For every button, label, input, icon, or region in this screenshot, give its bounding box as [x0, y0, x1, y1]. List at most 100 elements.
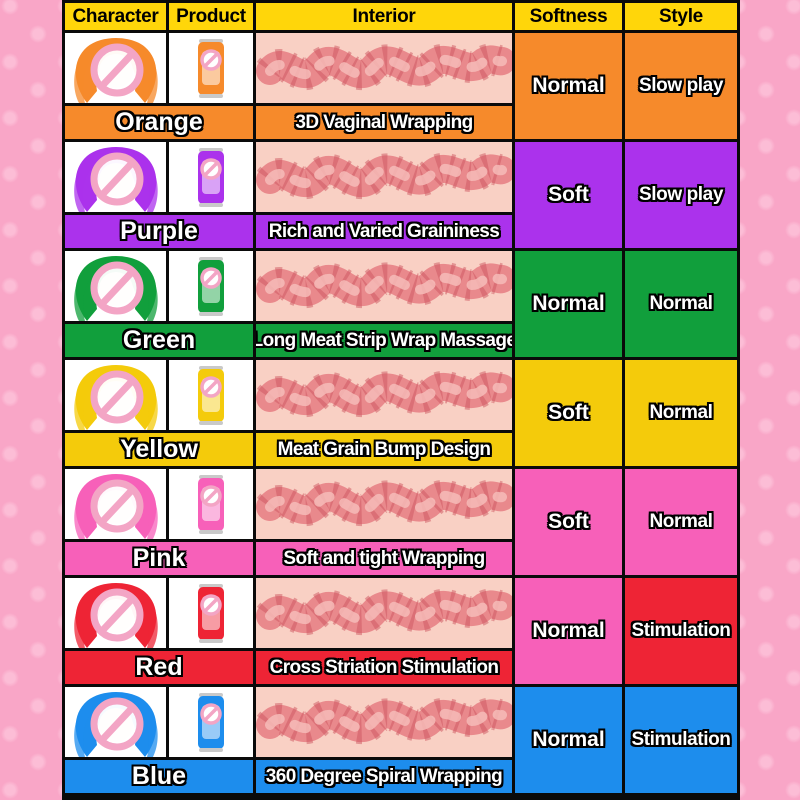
no-symbol-icon	[200, 703, 222, 725]
beverage-can-illustration	[198, 584, 224, 643]
row-name-label: Orange	[115, 108, 203, 136]
softness-value: Soft	[548, 183, 589, 206]
softness-value: Soft	[548, 401, 589, 424]
row-name-label: Green	[122, 326, 196, 354]
softness-value: Normal	[532, 74, 605, 97]
interior-description-cell: Cross Striation Stimulation	[256, 651, 512, 684]
style-cell: Stimulation	[625, 687, 737, 793]
interior-image-cell	[256, 578, 512, 648]
style-cell: Normal	[625, 251, 737, 357]
anime-character-illustration	[74, 692, 158, 757]
interior-description-label: 3D Vaginal Wrapping	[295, 111, 473, 133]
beverage-can-illustration	[198, 475, 224, 534]
interior-description-cell: Meat Grain Bump Design	[256, 433, 512, 466]
no-symbol-icon	[90, 697, 144, 751]
style-value: Slow play	[638, 75, 724, 96]
row-name-label: Pink	[132, 544, 186, 572]
row-name-label: Blue	[131, 762, 187, 790]
interior-image-cell	[256, 360, 512, 430]
no-symbol-icon	[90, 152, 144, 206]
row-name-label: Purple	[120, 217, 198, 245]
row-name-cell: Yellow	[65, 433, 253, 466]
comparison-table: Character Product Interior Softness Styl…	[62, 0, 740, 800]
softness-value: Soft	[548, 510, 589, 533]
row-name-cell: Red	[65, 651, 253, 684]
no-symbol-icon	[200, 594, 222, 616]
row-name-label: Red	[135, 653, 183, 681]
no-symbol-icon	[90, 43, 144, 97]
softness-cell: Soft	[515, 360, 622, 466]
beverage-can-illustration	[198, 257, 224, 316]
row-name-cell: Pink	[65, 542, 253, 575]
header-cell-character: Character	[65, 3, 166, 30]
beverage-can-illustration	[198, 693, 224, 752]
interior-description-cell: Rich and Varied Graininess	[256, 215, 512, 248]
character-image-cell	[65, 251, 166, 321]
interior-image-cell	[256, 33, 512, 103]
interior-description-label: Rich and Varied Graininess	[268, 220, 500, 242]
no-symbol-icon	[90, 479, 144, 533]
product-image-cell	[169, 33, 253, 103]
anime-character-illustration	[74, 365, 158, 430]
anime-character-illustration	[74, 147, 158, 212]
anime-character-illustration	[74, 256, 158, 321]
character-image-cell	[65, 33, 166, 103]
character-image-cell	[65, 142, 166, 212]
flesh-texture-illustration	[256, 142, 512, 212]
character-image-cell	[65, 360, 166, 430]
header-cell-product: Product	[169, 3, 253, 30]
no-symbol-icon	[90, 261, 144, 315]
anime-character-illustration	[74, 474, 158, 539]
flesh-texture-illustration	[256, 33, 512, 103]
style-value: Slow play	[638, 184, 724, 205]
no-symbol-icon	[90, 370, 144, 424]
header-cell-style: Style	[625, 3, 737, 30]
character-image-cell	[65, 578, 166, 648]
anime-character-illustration	[74, 38, 158, 103]
style-value: Normal	[649, 511, 713, 532]
flesh-texture-illustration	[256, 251, 512, 321]
anime-character-illustration	[74, 583, 158, 648]
style-cell: Stimulation	[625, 578, 737, 684]
softness-cell: Normal	[515, 251, 622, 357]
style-value: Stimulation	[631, 729, 731, 750]
softness-cell: Soft	[515, 142, 622, 248]
softness-cell: Normal	[515, 33, 622, 139]
row-name-cell: Green	[65, 324, 253, 357]
interior-description-label: Meat Grain Bump Design	[277, 438, 491, 460]
flesh-texture-illustration	[256, 360, 512, 430]
flesh-texture-illustration	[256, 469, 512, 539]
row-name-cell: Purple	[65, 215, 253, 248]
no-symbol-icon	[200, 485, 222, 507]
product-image-cell	[169, 469, 253, 539]
interior-description-cell: 3D Vaginal Wrapping	[256, 106, 512, 139]
beverage-can-illustration	[198, 148, 224, 207]
interior-description-label: Cross Striation Stimulation	[269, 656, 499, 678]
interior-description-label: 360 Degree Spiral Wrapping	[265, 765, 503, 787]
beverage-can-illustration	[198, 39, 224, 98]
softness-value: Normal	[532, 728, 605, 751]
softness-value: Normal	[532, 292, 605, 315]
no-symbol-icon	[200, 267, 222, 289]
product-image-cell	[169, 687, 253, 757]
interior-image-cell	[256, 251, 512, 321]
interior-description-cell: Long Meat Strip Wrap Massage	[256, 324, 512, 357]
no-symbol-icon	[200, 158, 222, 180]
interior-image-cell	[256, 687, 512, 757]
style-value: Stimulation	[631, 620, 731, 641]
character-image-cell	[65, 687, 166, 757]
header-cell-softness: Softness	[515, 3, 622, 30]
header-cell-interior: Interior	[256, 3, 512, 30]
character-image-cell	[65, 469, 166, 539]
interior-image-cell	[256, 142, 512, 212]
interior-description-cell: Soft and tight Wrapping	[256, 542, 512, 575]
beverage-can-illustration	[198, 366, 224, 425]
style-cell: Slow play	[625, 142, 737, 248]
product-image-cell	[169, 142, 253, 212]
no-symbol-icon	[90, 588, 144, 642]
interior-description-label: Long Meat Strip Wrap Massage	[256, 329, 512, 351]
softness-cell: Normal	[515, 687, 622, 793]
softness-value: Normal	[532, 619, 605, 642]
product-image-cell	[169, 578, 253, 648]
